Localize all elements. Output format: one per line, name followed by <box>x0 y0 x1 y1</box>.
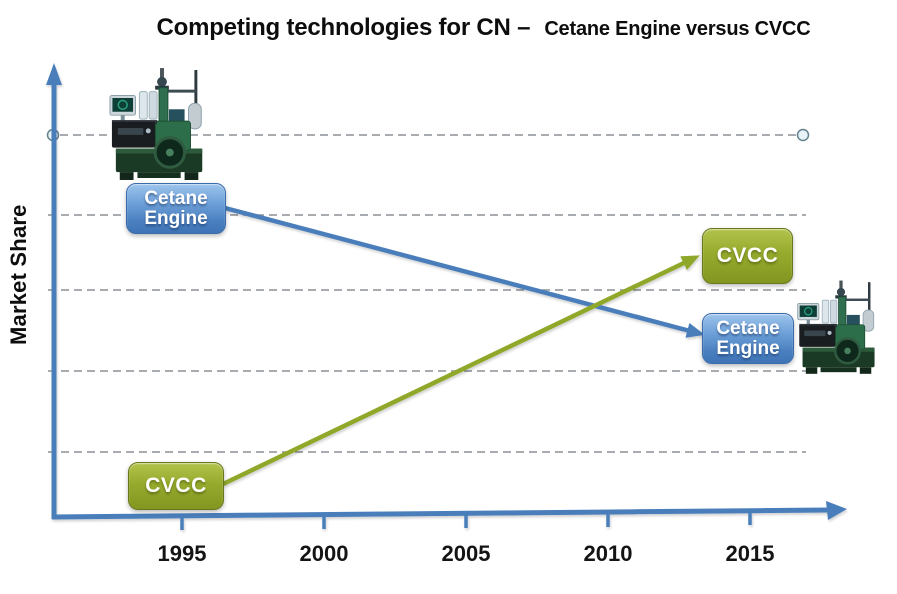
engine-test-unit-image-left <box>108 66 216 184</box>
chart-title: Competing technologies for CN – Cetane En… <box>0 14 897 42</box>
x-axis-arrow <box>826 501 847 520</box>
chart-title-main: Competing technologies for CN – <box>156 14 531 41</box>
label-text: Cetane <box>144 188 208 210</box>
engine-test-unit-image-right <box>796 278 886 378</box>
x-axis-ticks <box>180 511 752 530</box>
y-axis-arrow <box>46 63 62 85</box>
label-text: CVCC <box>145 474 207 498</box>
label-box-cetane-engine-end: Cetane Engine <box>702 313 794 364</box>
gridline-endpoint-circle-right <box>796 128 810 142</box>
chart-title-sub: Cetane Engine versus CVCC <box>544 18 811 40</box>
label-box-cvcc-start: CVCC <box>128 462 224 510</box>
trend-line-cetane-engine <box>224 205 705 338</box>
label-text: Cetane <box>716 318 780 340</box>
trend-line-cvcc <box>222 255 700 487</box>
x-tick-label-2015: 2015 <box>725 541 775 566</box>
x-tick-label-2010: 2010 <box>583 541 633 566</box>
label-text: CVCC <box>716 244 779 268</box>
x-tick-label-2000: 2000 <box>299 541 349 566</box>
x-tick-label-1995: 1995 <box>157 541 207 566</box>
x-tick-label-2005: 2005 <box>441 541 491 566</box>
x-axis <box>51 507 831 520</box>
label-box-cvcc-end: CVCC <box>702 228 793 284</box>
axes <box>46 63 847 530</box>
label-text: Engine <box>144 207 208 229</box>
label-text: Engine <box>716 337 780 359</box>
label-box-cetane-engine-start: Cetane Engine <box>126 183 226 234</box>
